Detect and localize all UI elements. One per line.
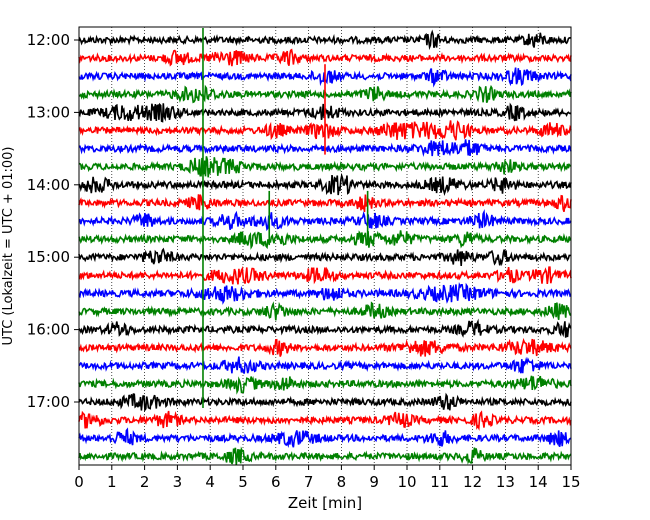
trace-row-1215: [78, 48, 572, 67]
trace-row-1545: [78, 301, 572, 321]
x-tick-label: 11: [430, 473, 449, 491]
trace-row-1730: [78, 427, 572, 449]
y-axis-title: UTC (Lokalzeit = UTC + 01:00): [1, 147, 16, 346]
y-ticks: 12:00 13:00 14:00 15:00 16:00 17:00: [27, 31, 79, 411]
trace-row-1745: [78, 446, 572, 465]
trace-row-1515: [78, 265, 572, 285]
x-axis-title: Zeit [min]: [288, 494, 362, 512]
trace-row-1530: [78, 281, 572, 305]
x-tick-label: 9: [369, 473, 379, 491]
trace-row-1200: [78, 29, 572, 51]
x-tick-label: 2: [140, 473, 150, 491]
trace-row-1400: [78, 172, 572, 197]
x-tick-label: 7: [304, 473, 314, 491]
y-tick-label: 16:00: [27, 321, 70, 339]
y-tick-label: 17:00: [27, 393, 70, 411]
x-ticks: 0 1 2 3 4 5 6 7 8 9 10 11 12 13 14 15: [74, 465, 581, 491]
trace-row-1700: [78, 392, 572, 413]
x-tick-label: 1: [107, 473, 117, 491]
trace-row-1715: [78, 410, 572, 431]
x-tick-label: 5: [238, 473, 248, 491]
x-tick-label: 0: [74, 473, 84, 491]
trace-row-1445: [78, 230, 572, 250]
spike-lines: [202, 28, 369, 408]
vertical-gridlines: [111, 27, 539, 465]
x-tick-label: 4: [205, 473, 215, 491]
x-tick-label: 15: [561, 473, 580, 491]
trace-row-1600: [78, 318, 572, 338]
x-tick-label: 6: [271, 473, 281, 491]
x-tick-label: 13: [496, 473, 515, 491]
trace-row-1500: [78, 247, 572, 267]
plot-frame: [78, 26, 572, 466]
trace-row-1615: [78, 337, 572, 357]
trace-row-1430: [79, 208, 572, 232]
y-tick-label: 13:00: [27, 103, 70, 121]
y-tick-label: 15:00: [27, 248, 70, 266]
trace-row-1345: [78, 156, 572, 178]
y-tick-label: 14:00: [27, 176, 70, 194]
x-tick-label: 12: [463, 473, 482, 491]
x-tick-label: 3: [173, 473, 183, 491]
trace-row-1630: [78, 356, 572, 374]
x-tick-label: 8: [337, 473, 347, 491]
trace-row-1415: [78, 194, 572, 213]
trace-row-1645: [78, 375, 572, 395]
y-tick-label: 12:00: [27, 31, 70, 49]
x-tick-label: 10: [397, 473, 416, 491]
x-tick-label: 14: [529, 473, 548, 491]
